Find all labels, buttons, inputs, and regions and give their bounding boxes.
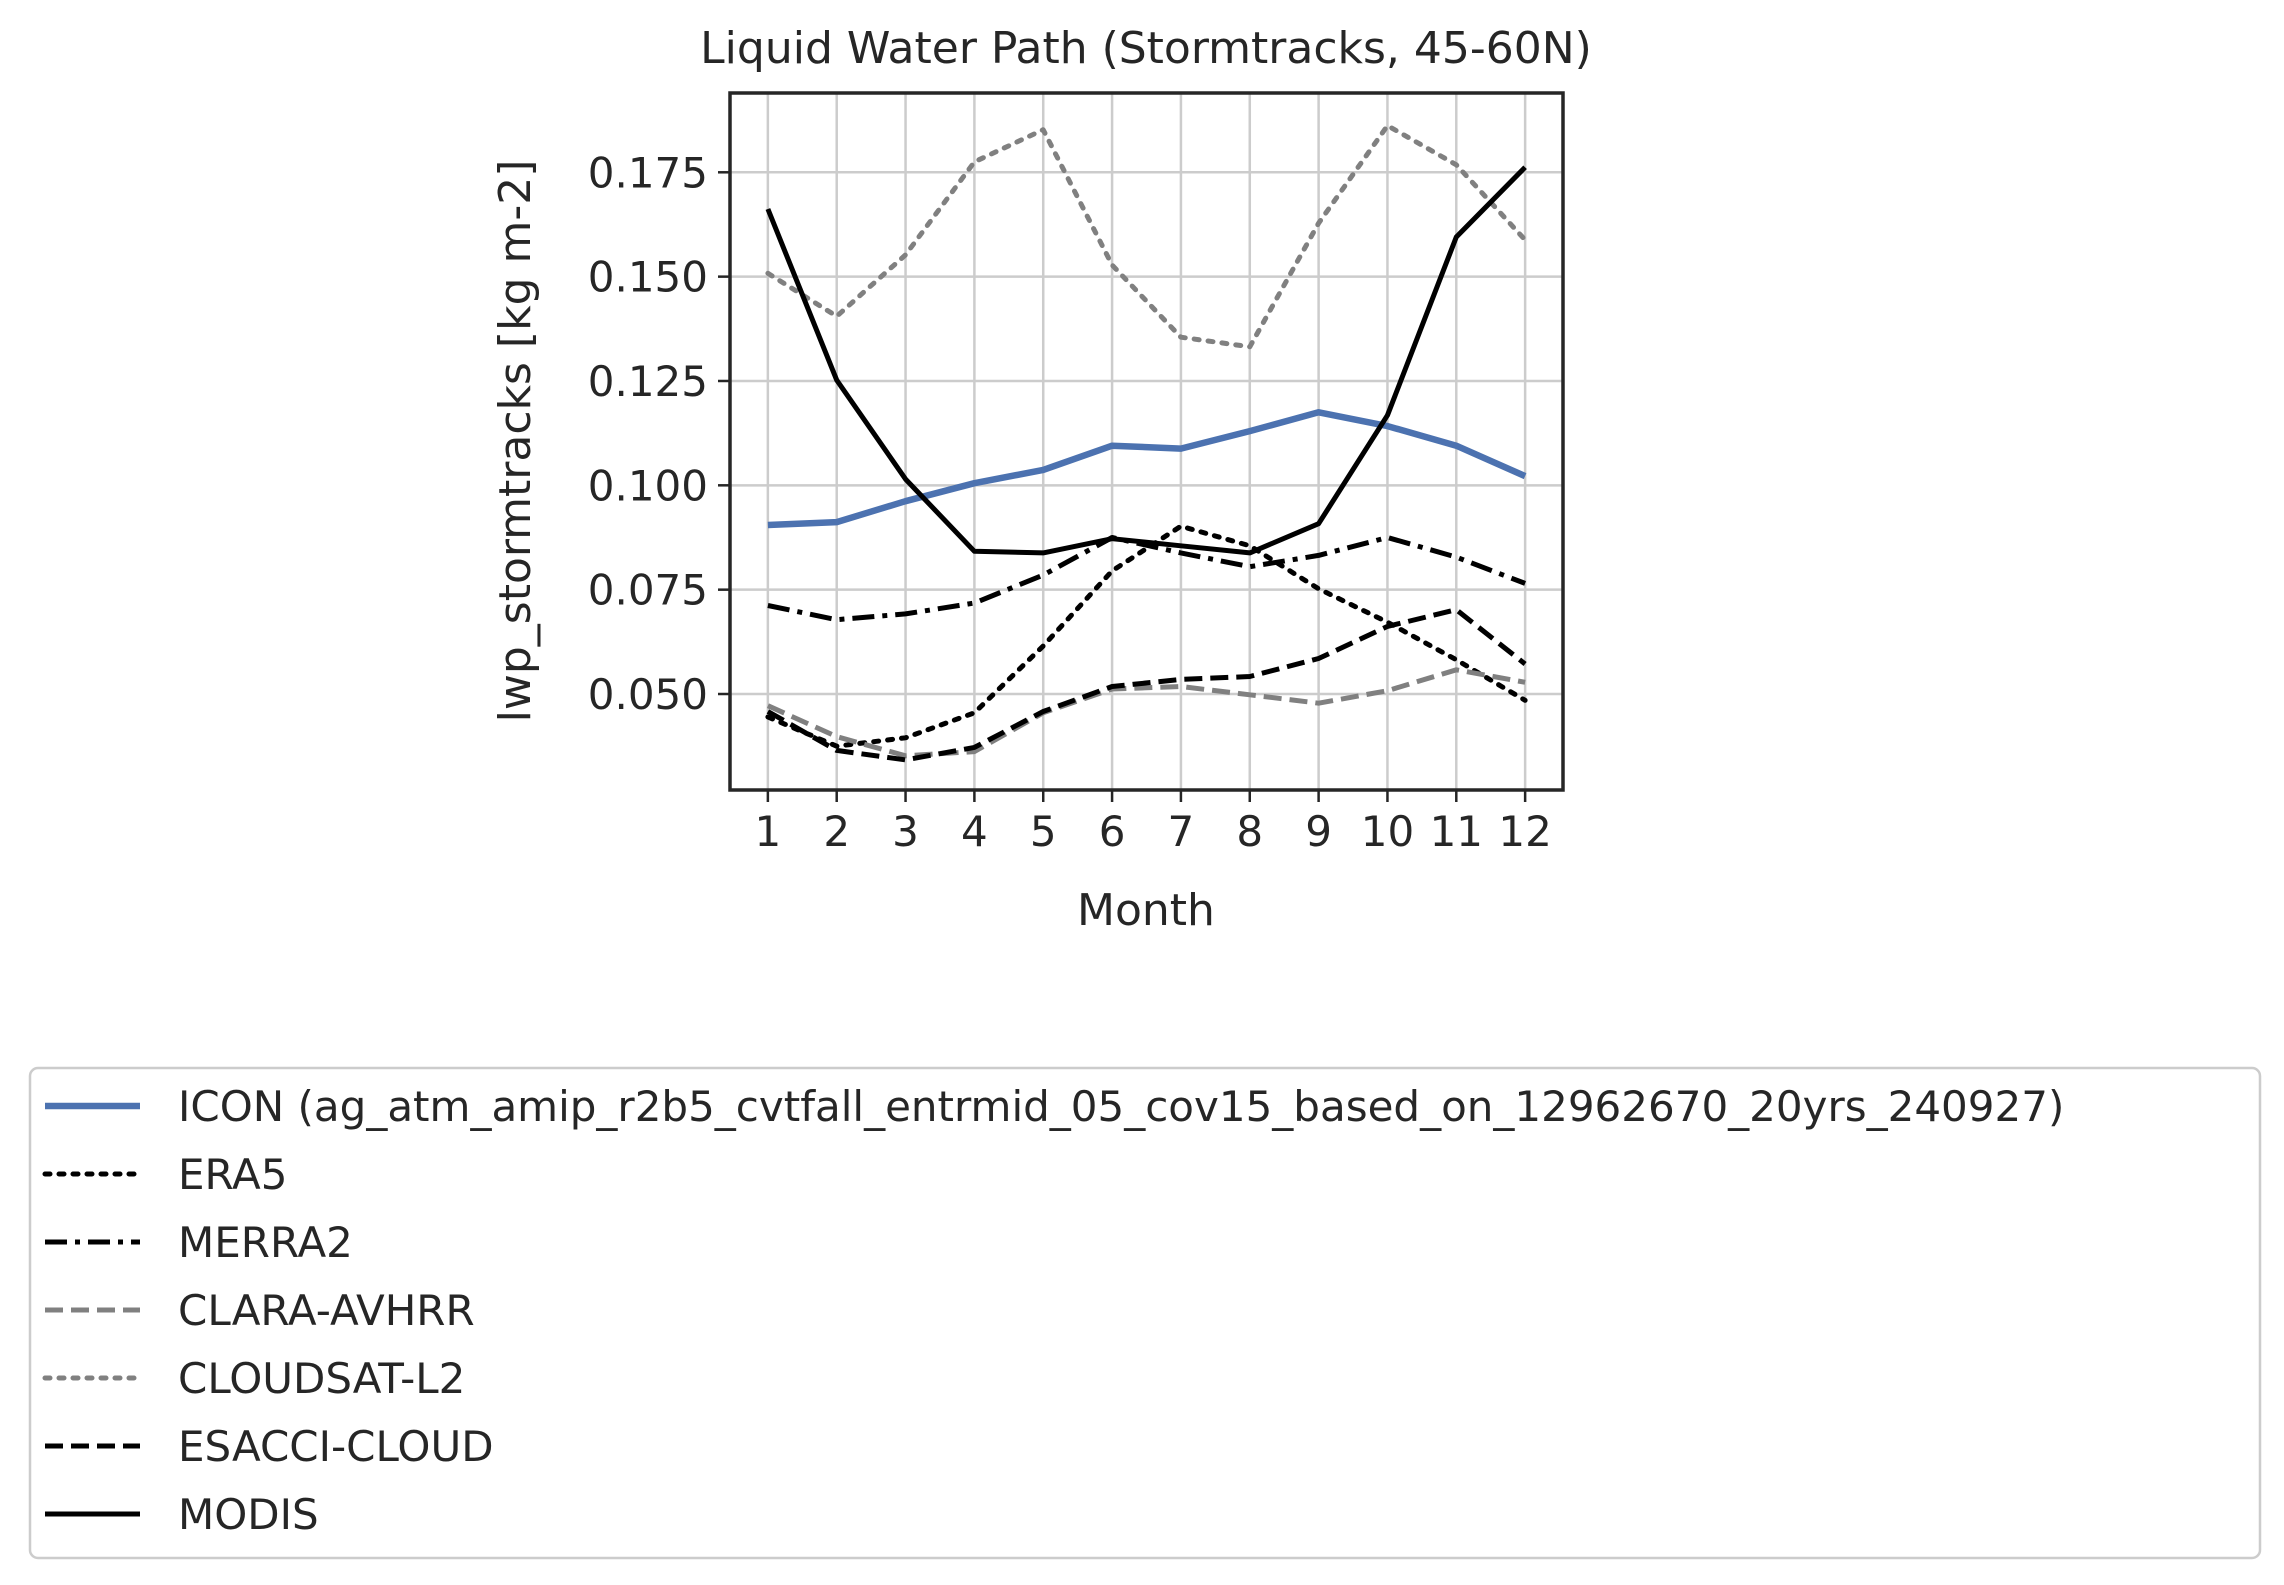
ticks: 1 2 3 4 5 6 7 8 9 10 11 120.0500.0750.1000.1250.150… — [588, 148, 1552, 856]
series-line-modis — [765, 165, 1527, 556]
plot-frame — [728, 91, 1565, 792]
series-line-era5 — [765, 523, 1528, 749]
legend-label: ERA5 — [178, 1150, 287, 1199]
legend-label: CLOUDSAT-L2 — [178, 1354, 465, 1403]
series-lines — [765, 123, 1528, 763]
x-tick-label: 6 — [1099, 807, 1126, 856]
legend-label: MERRA2 — [178, 1218, 353, 1267]
legend-label: ICON (ag_atm_amip_r2b5_cvtfall_entrmid_0… — [178, 1082, 2064, 1131]
series-line-esacci-cloud — [766, 607, 1527, 763]
x-axis-label: Month — [1077, 885, 1215, 936]
x-tick-label: 12 — [1498, 807, 1551, 856]
series-line-cloudsat-l2 — [765, 123, 1528, 350]
y-tick-label: 0.150 — [588, 253, 708, 302]
x-tick-label: 3 — [892, 807, 919, 856]
y-tick-label: 0.075 — [588, 566, 708, 615]
series-line-clara-avhrr — [766, 667, 1526, 759]
x-tick-label: 5 — [1030, 807, 1057, 856]
series-line-merra2 — [767, 535, 1526, 623]
y-tick-label: 0.175 — [588, 148, 708, 197]
x-tick-label: 2 — [823, 807, 850, 856]
legend-label: MODIS — [178, 1490, 319, 1539]
legend-label: ESACCI-CLOUD — [178, 1422, 494, 1471]
series-line-icon — [767, 409, 1527, 529]
x-tick-label: 1 — [754, 807, 781, 856]
legend-frame — [28, 1066, 2262, 1560]
y-tick-label: 0.125 — [588, 357, 708, 406]
y-tick-label: 0.100 — [588, 461, 708, 510]
grid — [730, 93, 1563, 790]
x-tick-label: 4 — [961, 807, 988, 856]
legend: ICON (ag_atm_amip_r2b5_cvtfall_entrmid_0… — [42, 1082, 2064, 1539]
x-tick-label: 7 — [1168, 807, 1195, 856]
x-tick-label: 11 — [1430, 807, 1483, 856]
x-tick-label: 9 — [1305, 807, 1332, 856]
y-axis-label: lwp_stormtracks [kg m-2] — [490, 160, 541, 723]
legend-label: CLARA-AVHRR — [178, 1286, 475, 1335]
chart-title: Liquid Water Path (Stormtracks, 45-60N) — [700, 23, 1592, 74]
y-tick-label: 0.050 — [588, 670, 708, 719]
x-tick-label: 8 — [1236, 807, 1263, 856]
x-tick-label: 10 — [1361, 807, 1414, 856]
